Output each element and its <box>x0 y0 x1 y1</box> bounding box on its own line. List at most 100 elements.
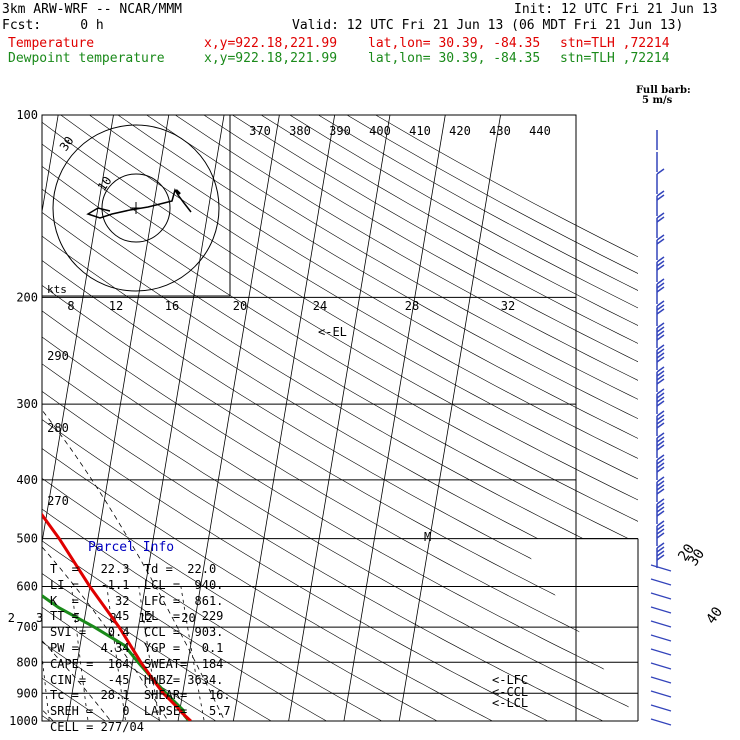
mixing-ratio-label: 20 <box>181 611 195 625</box>
wind-barb-flag <box>656 444 665 451</box>
dry-adiabat-line <box>42 508 383 721</box>
wind-barb-low <box>650 634 672 642</box>
dry-adiabat-line <box>42 606 217 721</box>
isotherm-line <box>42 115 59 215</box>
pressure-tick-label: 300 <box>16 397 38 411</box>
dry-adiabat-line <box>42 363 638 712</box>
wind-barb-flag <box>656 388 665 395</box>
wind-barb-flag <box>656 234 665 241</box>
dry-adiabat-line <box>42 166 638 522</box>
hodo-ring-label: 10 <box>95 174 115 194</box>
wind-barb-flag <box>656 378 665 385</box>
hodo-speed-label: 12 <box>109 299 123 313</box>
dry-adiabat-line <box>42 121 638 480</box>
pressure-tick-label: 800 <box>16 655 38 669</box>
wind-barb-flag <box>656 392 665 399</box>
wind-barb-flag <box>656 286 665 293</box>
hodograph-trace <box>86 188 192 219</box>
dry-adiabat-line <box>42 448 494 721</box>
dry-adiabat-line <box>146 115 638 400</box>
dry-adiabat-line <box>88 115 638 439</box>
wind-barb-flag <box>656 194 665 201</box>
wind-barb-low <box>650 690 672 698</box>
dry-adiabat-line <box>42 641 162 721</box>
wind-barb-flag <box>656 546 665 553</box>
hodo-ring-outer <box>52 124 220 292</box>
dry-adiabat-line <box>42 211 638 566</box>
wind-barb-flag <box>656 190 665 197</box>
model-title: 3km ARW-WRF -- NCAR/MMM <box>2 2 183 17</box>
dry-adiabat-label: 270 <box>47 494 69 508</box>
pressure-tick-label: 200 <box>16 290 38 304</box>
wind-barb-flag <box>656 462 665 469</box>
dry-adiabat-line <box>60 115 638 459</box>
hodograph-frame <box>41 114 231 297</box>
theta-label: 420 <box>449 124 471 138</box>
dry-adiabat-line <box>42 284 638 637</box>
dry-adiabat-line <box>260 115 638 326</box>
dewpoint-legend: Dewpoint temperature <box>8 51 165 66</box>
mixing-ratio-label: 12 <box>138 611 152 625</box>
parcel-info-row: K = 32 LFC = 861. <box>50 593 224 608</box>
hodo-speed-label: 28 <box>405 299 419 313</box>
forecast-hour: Fcst: 0 h <box>2 18 104 33</box>
wind-barb-low <box>650 592 672 600</box>
hodo-units-label: kts <box>47 283 67 296</box>
wind-barb-flag <box>656 510 665 517</box>
wind-barb-flag <box>656 256 665 263</box>
dry-adiabat-label: 280 <box>47 421 69 435</box>
wind-barb-flag <box>656 422 665 429</box>
dry-adiabat-line <box>375 115 638 258</box>
parcel-info-row: LI = -1.1 LCL = 940. <box>50 577 224 592</box>
wind-barb-low <box>650 704 672 712</box>
theta-label: 390 <box>329 124 351 138</box>
moist-adiabat-line <box>42 409 226 721</box>
wind-barb-flag <box>656 282 665 289</box>
isotherm-label: 40 <box>703 604 726 627</box>
wind-barb-flag <box>656 440 665 447</box>
pressure-tick-label: 400 <box>16 473 38 487</box>
dry-adiabat-line <box>203 115 638 363</box>
wind-barb-low <box>650 648 672 656</box>
theta-label: 430 <box>489 124 511 138</box>
parcel-info-row: SVI = 0.4 CCL = 903. <box>50 625 224 640</box>
dry-adiabat-line <box>42 188 638 544</box>
wind-barb-flag <box>656 418 665 425</box>
mixing-ratio-line <box>138 586 160 721</box>
dry-adiabat-line <box>42 540 328 721</box>
hodo-speed-label: 24 <box>313 299 327 313</box>
dry-adiabat-line <box>42 419 549 721</box>
dewpoint-station: stn=TLH ,72214 <box>560 51 670 66</box>
init-time: Init: 12 UTC Fri 21 Jun 13 <box>514 2 718 17</box>
pressure-tick-label: 900 <box>16 686 38 700</box>
wind-barb-flag <box>656 484 665 491</box>
theta-label: 370 <box>249 124 271 138</box>
isotherm-line <box>122 115 225 721</box>
theta-label: 400 <box>369 124 391 138</box>
pressure-tick-label: 600 <box>16 580 38 594</box>
wind-barb-flag <box>656 454 665 461</box>
wind-barb-flag <box>656 436 665 443</box>
pressure-tick-label: 1000 <box>9 714 38 728</box>
theta-label: 410 <box>409 124 431 138</box>
parcel-info-row: SREH = 0 LAPSE= 5.7 <box>50 704 231 719</box>
parcel-info-row: PW = 4.34 YGP = 0.1 <box>50 641 224 655</box>
dry-adiabat-line <box>42 677 106 721</box>
wind-barb-flag <box>656 542 665 549</box>
full-barb-line1: Full barb: <box>636 85 691 96</box>
moist-adiabat-line <box>42 546 169 721</box>
wind-barb-flag <box>656 458 665 465</box>
isotherm-label: 30 <box>685 546 708 569</box>
wind-barb-flag <box>656 550 665 557</box>
wind-barb-low <box>650 676 672 684</box>
dewpoint-latlon: lat,lon= 30.39, -84.35 <box>368 51 541 66</box>
wind-barb-flag <box>656 352 665 359</box>
wind-barb-flag <box>656 304 665 311</box>
isotherm-line <box>0 87 8 734</box>
dry-adiabat-line <box>117 115 638 419</box>
wind-barb-flag <box>656 300 665 307</box>
dry-adiabat-line <box>42 478 438 721</box>
parcel-info-row: CAPE = 164 SWEAT= 184 <box>50 656 224 671</box>
hodo-ring-label: 30 <box>57 134 77 154</box>
